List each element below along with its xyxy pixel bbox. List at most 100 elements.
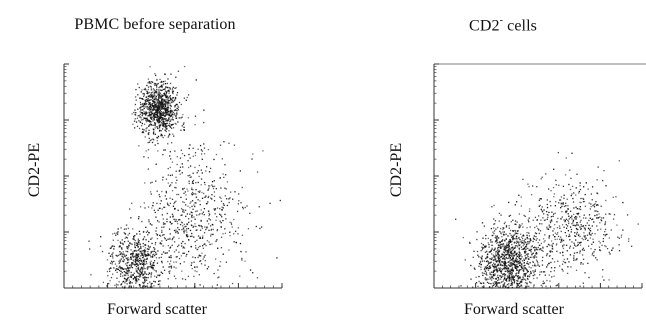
data-point bbox=[161, 262, 163, 264]
data-point bbox=[542, 238, 545, 240]
data-point bbox=[534, 232, 537, 234]
data-point bbox=[175, 176, 177, 178]
data-point bbox=[151, 118, 153, 120]
data-point bbox=[239, 275, 241, 277]
data-point bbox=[181, 125, 183, 127]
data-point bbox=[469, 242, 471, 244]
data-point bbox=[202, 235, 204, 237]
data-point bbox=[200, 153, 203, 155]
data-point bbox=[157, 119, 159, 121]
data-point bbox=[182, 252, 184, 254]
data-point bbox=[484, 245, 486, 247]
data-point bbox=[187, 227, 190, 230]
data-point bbox=[521, 281, 523, 283]
data-point bbox=[199, 237, 201, 239]
data-point bbox=[495, 228, 497, 230]
data-point bbox=[516, 266, 519, 268]
data-point bbox=[206, 227, 208, 229]
data-point bbox=[208, 171, 211, 173]
data-point bbox=[224, 164, 226, 166]
data-point bbox=[532, 270, 534, 272]
data-point bbox=[526, 261, 529, 263]
data-point bbox=[554, 205, 557, 207]
data-point bbox=[113, 248, 115, 250]
data-point bbox=[519, 238, 521, 241]
data-point bbox=[141, 271, 143, 273]
data-point bbox=[159, 195, 161, 198]
data-point bbox=[154, 127, 156, 129]
data-point bbox=[148, 109, 151, 111]
data-point bbox=[186, 223, 188, 226]
data-point bbox=[237, 227, 240, 229]
data-point bbox=[546, 228, 548, 230]
data-point bbox=[132, 262, 134, 264]
data-point bbox=[486, 260, 489, 262]
data-point bbox=[503, 252, 506, 254]
data-point bbox=[592, 218, 594, 220]
data-point bbox=[136, 279, 138, 282]
data-point bbox=[157, 106, 159, 108]
data-point bbox=[137, 253, 139, 255]
data-point bbox=[486, 281, 489, 284]
data-point bbox=[158, 92, 160, 94]
data-point bbox=[205, 244, 207, 247]
data-point bbox=[260, 226, 263, 228]
data-point bbox=[123, 254, 126, 256]
data-point bbox=[176, 230, 179, 233]
data-point bbox=[132, 238, 134, 240]
data-point bbox=[155, 90, 157, 92]
data-point bbox=[524, 275, 526, 278]
data-point bbox=[526, 257, 528, 259]
data-point bbox=[568, 215, 570, 217]
data-point bbox=[512, 236, 514, 238]
data-point bbox=[154, 114, 156, 116]
data-point bbox=[164, 115, 166, 117]
data-point bbox=[493, 267, 495, 269]
data-point bbox=[515, 260, 518, 262]
data-point bbox=[579, 188, 582, 191]
data-point bbox=[518, 262, 520, 264]
data-point bbox=[595, 200, 597, 203]
data-point bbox=[133, 237, 135, 239]
data-point bbox=[538, 215, 540, 217]
data-point bbox=[519, 262, 522, 264]
data-point bbox=[204, 196, 207, 198]
data-point bbox=[144, 286, 146, 288]
data-point bbox=[115, 234, 117, 236]
data-point bbox=[524, 268, 526, 270]
axes bbox=[433, 63, 646, 289]
data-point bbox=[503, 261, 505, 263]
data-point bbox=[153, 260, 156, 262]
data-point bbox=[150, 276, 152, 278]
data-point bbox=[139, 276, 141, 278]
data-point bbox=[549, 221, 552, 224]
data-point bbox=[157, 94, 160, 96]
data-point bbox=[580, 219, 582, 222]
data-point bbox=[179, 223, 182, 226]
data-point bbox=[134, 244, 136, 246]
data-point bbox=[502, 231, 504, 233]
data-point bbox=[481, 246, 483, 248]
data-point bbox=[511, 265, 513, 267]
data-point bbox=[553, 261, 556, 263]
data-point bbox=[582, 186, 585, 188]
data-point bbox=[497, 256, 499, 259]
data-point bbox=[152, 120, 154, 122]
data-point bbox=[484, 278, 486, 280]
data-point bbox=[601, 217, 603, 219]
data-point bbox=[148, 272, 151, 275]
data-point bbox=[513, 255, 515, 257]
data-point bbox=[528, 208, 531, 210]
data-point bbox=[225, 218, 227, 220]
data-point bbox=[528, 217, 530, 219]
data-point bbox=[242, 206, 244, 209]
data-point bbox=[534, 274, 536, 276]
data-point bbox=[497, 264, 500, 267]
data-point bbox=[190, 245, 192, 248]
data-point bbox=[180, 207, 183, 210]
data-point bbox=[165, 107, 168, 109]
data-point bbox=[174, 218, 176, 220]
data-point bbox=[592, 204, 594, 207]
data-point bbox=[543, 271, 546, 273]
data-point bbox=[128, 286, 130, 289]
